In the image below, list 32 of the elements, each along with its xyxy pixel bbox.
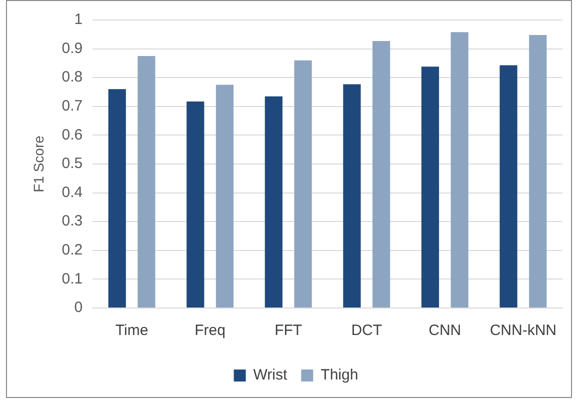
bar xyxy=(216,84,234,308)
y-tick-label: 1 xyxy=(74,11,83,28)
x-tick-label: CNN-kNN xyxy=(490,322,557,340)
bar xyxy=(421,66,440,308)
x-tick-label: FFT xyxy=(274,322,302,340)
bar xyxy=(264,96,282,308)
legend-label: Thigh xyxy=(320,366,358,384)
y-tick-label: 0.4 xyxy=(62,184,83,201)
y-tick-label: 0.8 xyxy=(62,68,83,86)
bar xyxy=(294,60,312,308)
bar xyxy=(343,84,361,308)
y-axis-title: F1 Score xyxy=(30,135,46,192)
y-tick-label: 0 xyxy=(74,299,83,316)
y-tick-label: 0.9 xyxy=(62,40,83,57)
bar xyxy=(138,56,156,308)
y-tick-label: 0.5 xyxy=(62,155,83,172)
bar xyxy=(186,102,204,308)
x-tick-label: CNN xyxy=(428,322,462,340)
x-tick-label: DCT xyxy=(351,322,382,340)
bar xyxy=(108,89,126,308)
bar xyxy=(500,65,518,308)
x-tick-label: Freq xyxy=(194,322,226,340)
y-tick-label: 0.7 xyxy=(62,98,83,115)
x-tick-label: Time xyxy=(115,322,148,340)
legend-label: Wrist xyxy=(253,366,288,384)
bar xyxy=(372,41,390,308)
y-tick-label: 0.3 xyxy=(62,212,83,230)
y-tick-label: 0.2 xyxy=(62,242,83,259)
y-tick-label: 0.1 xyxy=(62,270,83,288)
y-tick-label: 0.6 xyxy=(62,126,83,144)
bar xyxy=(450,32,468,308)
bar xyxy=(529,34,547,308)
